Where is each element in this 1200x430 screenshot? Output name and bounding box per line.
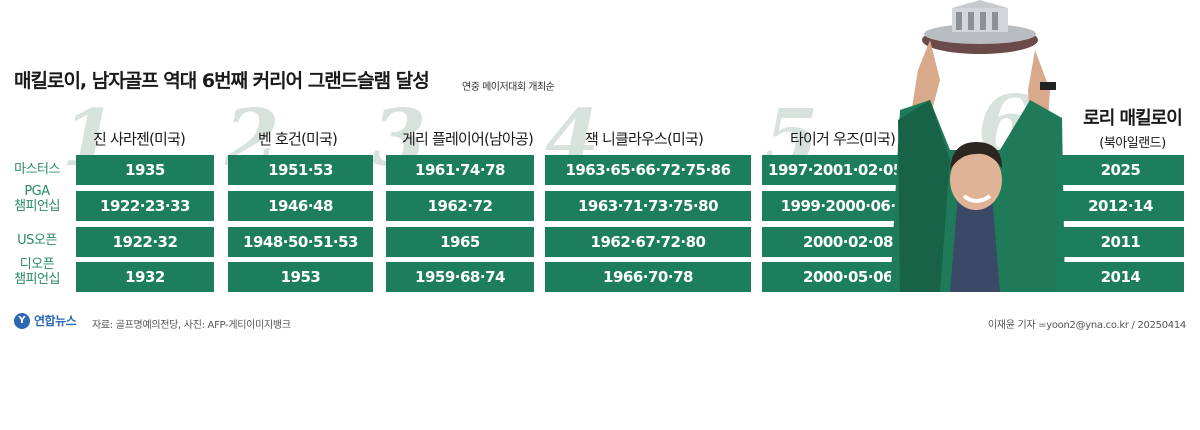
row-label-pga: PGA 챔피언십 (14, 184, 60, 214)
mcilroy-photo (890, 0, 1065, 292)
player-name-woods: 타이거 우즈(미국) (790, 130, 896, 148)
player-name-hogan: 벤 호건(미국) (258, 130, 338, 148)
row-label-usopen: US오픈 (17, 233, 57, 248)
credit-text: 이재윤 기자 =yoon2@yna.co.kr / 20250414 (987, 320, 1186, 331)
cell-player-pga: 1962·72 (386, 191, 534, 221)
source-text: 자료: 골프명예의전당, 사진: AFP-게티이미지뱅크 (92, 320, 291, 331)
player-name-nicklaus: 잭 니클라우스(미국) (585, 130, 704, 148)
player-nationality-mcilroy: (북아일랜드) (1099, 136, 1166, 151)
cell-hogan-usopen: 1948·50·51·53 (228, 227, 373, 257)
row-label-theopen: 디오픈 챔피언십 (14, 257, 60, 287)
cell-mcilroy-theopen: 2014 (1057, 262, 1184, 292)
cell-sarazen-usopen: 1922·32 (76, 227, 214, 257)
subtitle: 연중 메이저대회 개최순 (462, 82, 555, 93)
cell-nicklaus-theopen: 1966·70·78 (545, 262, 751, 292)
cell-nicklaus-usopen: 1962·67·72·80 (545, 227, 751, 257)
player-name-mcilroy-block: 로리 매킬로이 (북아일랜드) (1070, 104, 1195, 151)
yonhap-logo-icon: Y (14, 312, 30, 329)
yonhap-logo-text: 연합뉴스 (34, 314, 77, 328)
cell-nicklaus-masters: 1963·65·66·72·75·86 (545, 155, 751, 185)
cell-mcilroy-masters: 2025 (1057, 155, 1184, 185)
cell-player-theopen: 1959·68·74 (386, 262, 534, 292)
player-name-player: 게리 플레이어(남아공) (402, 130, 534, 148)
title: 매킬로이, 남자골프 역대 6번째 커리어 그랜드슬램 달성 (14, 70, 430, 92)
cell-hogan-theopen: 1953 (228, 262, 373, 292)
cell-player-usopen: 1965 (386, 227, 534, 257)
cell-player-masters: 1961·74·78 (386, 155, 534, 185)
cell-nicklaus-pga: 1963·71·73·75·80 (545, 191, 751, 221)
cell-mcilroy-usopen: 2011 (1057, 227, 1184, 257)
cell-sarazen-theopen: 1932 (76, 262, 214, 292)
cell-hogan-masters: 1951·53 (228, 155, 373, 185)
cell-sarazen-masters: 1935 (76, 155, 214, 185)
yonhap-logo: Y 연합뉴스 (14, 312, 77, 329)
cell-sarazen-pga: 1922·23·33 (76, 191, 214, 221)
cell-mcilroy-pga: 2012·14 (1057, 191, 1184, 221)
player-name-mcilroy: 로리 매킬로이 (1083, 108, 1183, 129)
row-label-masters: 마스터스 (14, 162, 60, 177)
player-name-sarazen: 진 사라젠(미국) (93, 130, 186, 148)
cell-hogan-pga: 1946·48 (228, 191, 373, 221)
